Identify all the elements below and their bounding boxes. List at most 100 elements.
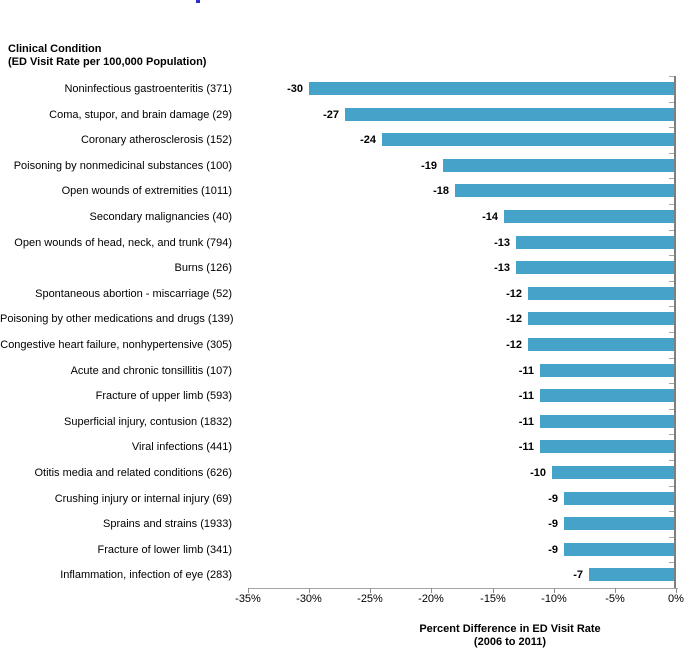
bar-row: Poisoning by other medications and drugs… xyxy=(0,306,692,332)
category-label: Spontaneous abortion - miscarriage (52) xyxy=(35,287,232,300)
category-label: Inflammation, infection of eye (283) xyxy=(60,569,232,582)
category-tick xyxy=(669,383,674,384)
bar xyxy=(443,158,674,172)
bar-row: Inflammation, infection of eye (283) -7 xyxy=(0,562,692,588)
category-tick xyxy=(669,460,674,461)
bar xyxy=(564,491,674,505)
category-tick xyxy=(669,127,674,128)
x-axis-tick xyxy=(676,588,677,593)
category-label: Sprains and strains (1933) xyxy=(102,518,232,531)
category-tick xyxy=(669,204,674,205)
bar-row: Congestive heart failure, nonhypertensiv… xyxy=(0,332,692,358)
bar-value-label: -14 xyxy=(482,211,498,223)
bar xyxy=(552,466,674,479)
bar xyxy=(589,568,674,582)
bar-value-label: -9 xyxy=(548,492,558,505)
category-label: Crushing injury or internal injury (69) xyxy=(54,492,232,505)
bar-value-label: -11 xyxy=(518,390,534,403)
x-axis-tick-label: -5% xyxy=(605,593,625,605)
bar-row: Crushing injury or internal injury (69) -… xyxy=(0,486,692,512)
bar xyxy=(504,210,674,223)
bar-value-label: -12 xyxy=(506,313,522,326)
category-label: Acute and chronic tonsillitis (107) xyxy=(70,364,232,377)
bar xyxy=(540,440,674,454)
x-axis-title-line2: (2006 to 2011) xyxy=(473,636,547,648)
bar-value-label: -7 xyxy=(573,569,583,582)
category-label: Fracture of upper limb (593) xyxy=(95,390,232,403)
bar-row: Fracture of lower limb (341) -9 xyxy=(0,537,692,563)
bar xyxy=(528,286,674,300)
x-axis-tick-label: -15% xyxy=(480,593,506,605)
bar-row: Open wounds of head, neck, and trunk (79… xyxy=(0,230,692,256)
x-axis-tick xyxy=(248,588,249,593)
x-axis-tick-label: -30% xyxy=(296,593,322,605)
category-tick xyxy=(669,230,674,231)
category-tick xyxy=(669,178,674,179)
bar-value-label: -18 xyxy=(433,185,449,198)
bar xyxy=(345,107,674,121)
bar xyxy=(540,414,674,428)
category-tick xyxy=(669,332,674,333)
category-label: Congestive heart failure, nonhypertensiv… xyxy=(0,339,232,351)
category-tick xyxy=(669,409,674,410)
category-label: Open wounds of extremities (1011) xyxy=(61,185,232,198)
x-axis-tick-label: -35% xyxy=(235,593,261,605)
bar-row: Otitis media and related conditions (626… xyxy=(0,460,692,486)
bar xyxy=(564,542,674,556)
category-tick xyxy=(669,562,674,563)
bar-row: Sprains and strains (1933) -9 xyxy=(0,511,692,537)
y-axis-header: Clinical Condition (ED Visit Rate per 10… xyxy=(8,43,206,69)
bar-row: Fracture of upper limb (593) -11 xyxy=(0,383,692,409)
category-tick xyxy=(669,281,674,282)
bar xyxy=(455,184,674,198)
category-tick xyxy=(669,102,674,103)
bar-row: Coma, stupor, and brain damage (29) -27 xyxy=(0,102,692,128)
bar-value-label: -9 xyxy=(548,543,558,556)
x-axis-tick xyxy=(370,588,371,593)
category-tick xyxy=(669,255,674,256)
bar xyxy=(564,517,674,531)
bar xyxy=(540,389,674,403)
y-axis-line xyxy=(674,76,676,588)
bar-value-label: -10 xyxy=(530,467,546,479)
bar-value-label: -19 xyxy=(421,159,437,172)
bar-row: Coronary atherosclerosis (152) -24 xyxy=(0,127,692,153)
x-axis-line xyxy=(248,588,678,589)
x-axis-tick xyxy=(615,588,616,593)
x-axis-tick-label: -10% xyxy=(541,593,567,605)
bar-value-label: -11 xyxy=(518,441,534,454)
bar-row: Acute and chronic tonsillitis (107) -11 xyxy=(0,358,692,384)
y-axis-header-line2: (ED Visit Rate per 100,000 Population) xyxy=(8,56,207,68)
category-label: Viral infections (441) xyxy=(131,441,232,454)
x-axis-title: Percent Difference in ED Visit Rate (200… xyxy=(360,623,660,649)
bar-row: Spontaneous abortion - miscarriage (52) -… xyxy=(0,281,692,307)
bar xyxy=(309,82,674,95)
bar-value-label: -9 xyxy=(548,518,558,531)
category-label: Coma, stupor, and brain damage (29) xyxy=(49,108,232,121)
bar xyxy=(382,133,674,147)
x-axis-title-line1: Percent Difference in ED Visit Rate xyxy=(419,623,601,635)
bar-value-label: -13 xyxy=(494,262,510,275)
bar-value-label: -12 xyxy=(506,339,522,351)
x-axis-tick-label: -25% xyxy=(357,593,383,605)
category-label: Open wounds of head, neck, and trunk (79… xyxy=(14,236,232,249)
category-tick xyxy=(669,486,674,487)
bar-value-label: -30 xyxy=(287,83,303,95)
bar-value-label: -27 xyxy=(323,108,339,121)
cutoff-title-fragment xyxy=(196,0,200,3)
category-label: Fracture of lower limb (341) xyxy=(97,543,233,556)
category-label: Poisoning by other medications and drugs… xyxy=(0,313,234,326)
category-tick xyxy=(669,537,674,538)
bar xyxy=(528,338,674,351)
bar xyxy=(516,261,674,275)
bar-row: Poisoning by nonmedicinal substances (10… xyxy=(0,153,692,179)
bar-row: Superficial injury, contusion (1832) -11 xyxy=(0,409,692,435)
bar-row: Viral infections (441) -11 xyxy=(0,434,692,460)
category-label: Superficial injury, contusion (1832) xyxy=(64,415,232,428)
category-label: Secondary malignancies (40) xyxy=(89,211,232,223)
x-axis-tick-label: 0% xyxy=(668,593,684,605)
x-axis-tick xyxy=(309,588,310,593)
bar-value-label: -11 xyxy=(518,415,534,428)
category-tick xyxy=(669,358,674,359)
